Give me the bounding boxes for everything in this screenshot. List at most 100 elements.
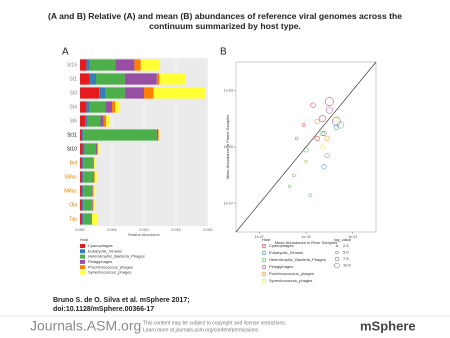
point <box>321 130 327 137</box>
bar-segment <box>94 171 95 183</box>
bar-segment <box>105 101 112 113</box>
bar-segment <box>96 73 125 85</box>
category-label: St11 <box>67 132 77 138</box>
bar-segment <box>92 157 94 169</box>
bar-segment <box>80 143 83 155</box>
legend-swatch <box>261 257 267 263</box>
bar-segment <box>83 157 93 169</box>
point <box>314 135 320 142</box>
bar-segment <box>86 101 90 113</box>
legend-swatch <box>261 264 267 270</box>
bar-segment <box>144 87 154 99</box>
bar-segment <box>83 213 91 225</box>
notice-link: Learn more at journals.asm.org/content/p… <box>143 327 259 333</box>
bar-segment <box>93 171 95 183</box>
point <box>302 123 306 127</box>
point <box>324 135 330 142</box>
bar-segment <box>91 213 93 225</box>
bar-segment <box>156 73 160 85</box>
legend-swatch <box>261 243 267 249</box>
bar-segment <box>92 199 94 211</box>
bar-segment <box>158 129 159 141</box>
legend-label: Synechococcus_phages <box>88 270 131 275</box>
bar-segment <box>89 59 116 71</box>
citation-doi: doi:10.1128/mSphere.00366-17 <box>53 306 154 313</box>
legend-label: Cyanophages <box>88 243 113 248</box>
bar-segment <box>82 143 85 155</box>
bar-segment <box>92 185 94 197</box>
size-legend-label: 10.0 <box>343 263 352 268</box>
panel-label: A <box>62 47 69 58</box>
size-legend-label: 7.5 <box>343 256 349 261</box>
bar-segment <box>80 171 82 183</box>
bar-segment <box>87 115 101 127</box>
x-axis-label: Relative Abundance <box>128 233 160 237</box>
category-label: Obi <box>69 202 77 208</box>
bar-segment <box>100 115 104 127</box>
bar-segment <box>93 157 95 169</box>
bar-segment <box>81 185 84 197</box>
legend-title: Host <box>262 237 271 242</box>
size-swatch <box>335 244 339 248</box>
bar-segment <box>80 87 100 99</box>
x-tick-label: 0.020 <box>204 228 213 232</box>
point <box>333 124 339 130</box>
bar-segment <box>153 87 205 99</box>
point <box>319 144 325 150</box>
bar-segment <box>159 73 185 85</box>
bar-segment <box>94 157 96 169</box>
citation: Bruno S. de O. Silva et al. mSphere 2017… <box>53 297 190 304</box>
legend-swatch <box>80 259 85 264</box>
bar-segment <box>97 143 100 155</box>
point <box>294 136 299 141</box>
legend-swatch <box>80 254 85 259</box>
bar-segment <box>84 143 96 155</box>
legend-swatch <box>80 265 85 270</box>
legend-label: Eukaryotic_Viruses <box>88 248 122 253</box>
bar-segment <box>81 129 84 141</box>
legend-label: Prochlorococcus_phages <box>88 264 133 269</box>
x-tick-label: 1e-03 <box>348 235 357 239</box>
bar-segment <box>124 87 144 99</box>
bar-segment <box>80 185 82 197</box>
point <box>304 160 308 164</box>
bar-segment <box>112 101 116 113</box>
bar-segment <box>83 171 94 183</box>
x-tick-label: 0.005 <box>108 228 117 232</box>
bar-segment <box>81 157 84 169</box>
point <box>324 97 334 106</box>
legend-swatch <box>80 244 85 248</box>
bar-segment <box>92 213 98 225</box>
legend-label: Heterotrophic_Bacteria_Phages <box>88 254 145 259</box>
category-label: St10 <box>67 146 78 152</box>
point <box>332 115 340 123</box>
bar-segment <box>86 59 90 71</box>
bar-segment <box>94 171 97 183</box>
size-legend-label: 2.5 <box>343 243 349 248</box>
x-tick-label: 1e-05 <box>301 235 310 239</box>
y-tick-label: 1e-05 <box>224 145 233 149</box>
bar-segment <box>80 101 87 113</box>
panel-label: B <box>220 47 227 58</box>
legend-swatch <box>80 249 85 254</box>
bar-segment <box>103 115 107 127</box>
bar-segment <box>90 213 92 225</box>
bar-segment <box>81 213 84 225</box>
legend-label: Synechococcus_phages <box>269 278 312 283</box>
point <box>308 193 312 197</box>
size-swatch <box>334 262 340 269</box>
legend-swatch <box>261 271 267 277</box>
bar-segment <box>140 59 160 71</box>
notice: This content may be subject to copyright… <box>143 320 286 326</box>
bar-segment <box>89 73 96 85</box>
bar-segment <box>99 87 106 99</box>
bar-segment <box>96 143 98 155</box>
point <box>332 117 341 126</box>
bar-segment <box>83 199 93 211</box>
figure-title: (A and B) Relative (A) and mean (B) abun… <box>48 11 402 31</box>
legend-label: Prochlorococcus_phages <box>269 271 314 276</box>
point <box>314 118 320 125</box>
category-label: St15 <box>67 62 78 68</box>
legend-label: Pelagiphages <box>88 259 112 264</box>
bar-segment <box>134 59 141 71</box>
